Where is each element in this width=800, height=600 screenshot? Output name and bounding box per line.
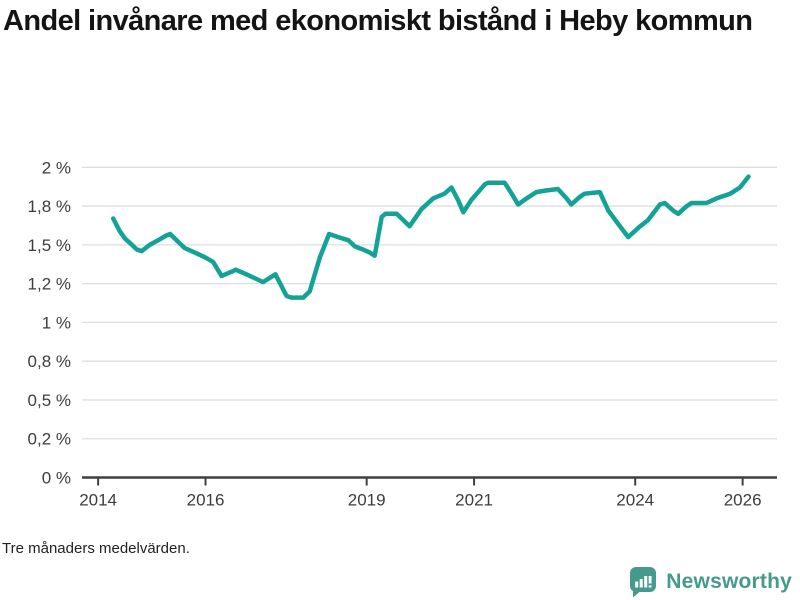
x-tick-label: 2024 xyxy=(616,491,654,510)
y-tick-label: 0 % xyxy=(42,469,71,488)
x-tick-label: 2016 xyxy=(187,491,225,510)
page-title: Andel invånare med ekonomiskt bistånd i … xyxy=(3,5,753,37)
series-line xyxy=(110,174,751,300)
y-tick-label: 1,5 % xyxy=(28,236,71,255)
y-tick-label: 0,2 % xyxy=(28,430,71,449)
x-tick-label: 2014 xyxy=(79,491,117,510)
chart-canvas: 0 % 0,2 % 0,5 % 0,8 % 1 % 1,2 % 1,5 % 1,8 % 2 % 2… xyxy=(28,158,777,510)
x-tick-label: 2021 xyxy=(455,491,493,510)
y-tick-label: 1,8 % xyxy=(28,197,71,216)
newsworthy-logo: Newsworthy xyxy=(628,566,792,598)
y-tick-label: 0,5 % xyxy=(28,391,71,410)
newsworthy-logo-text: Newsworthy xyxy=(666,570,792,593)
line-chart: 0 % 0,2 % 0,5 % 0,8 % 1 % 1,2 % 1,5 % 1,8 % 2 % 2… xyxy=(0,150,800,515)
y-tick-label: 1,2 % xyxy=(28,275,71,294)
y-tick-label: 2 % xyxy=(42,158,71,177)
y-tick-label: 1 % xyxy=(42,313,71,332)
chart-footnote: Tre månaders medelvärden. xyxy=(2,540,190,557)
x-tick-label: 2019 xyxy=(348,491,386,510)
newsworthy-logo-icon xyxy=(630,567,657,598)
x-tick-label: 2026 xyxy=(724,491,762,510)
y-tick-label: 0,8 % xyxy=(28,352,71,371)
